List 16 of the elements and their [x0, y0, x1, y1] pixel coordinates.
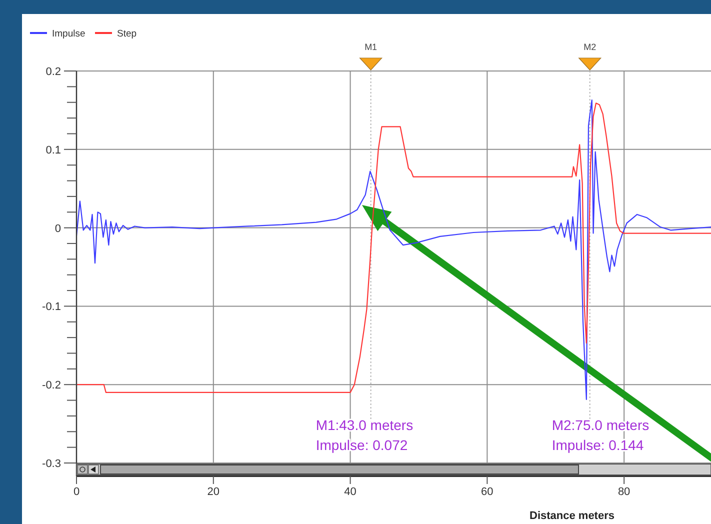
x-axis-title: Distance meters [530, 510, 614, 522]
y-tick-label: -0.1 [42, 301, 61, 314]
x-tick-label: 60 [481, 486, 494, 498]
x-tick-label: 80 [618, 486, 630, 498]
y-tick-label: 0 [54, 222, 61, 235]
legend-label: Step [117, 28, 137, 40]
y-tick-label: 0.1 [46, 144, 61, 156]
legend-label: Impulse [52, 28, 86, 40]
ref-line-label: M1 [364, 42, 378, 52]
y-tick-label: -0.2 [42, 380, 61, 392]
x-tick-label: 20 [207, 486, 220, 498]
y-tick-label: 0.2 [46, 66, 61, 78]
x-tick-label: 40 [344, 486, 356, 498]
ref-line-label: M2 [584, 42, 596, 52]
x-tick-label: 0 [73, 486, 80, 498]
y-tick-label: -0.3 [42, 458, 61, 470]
